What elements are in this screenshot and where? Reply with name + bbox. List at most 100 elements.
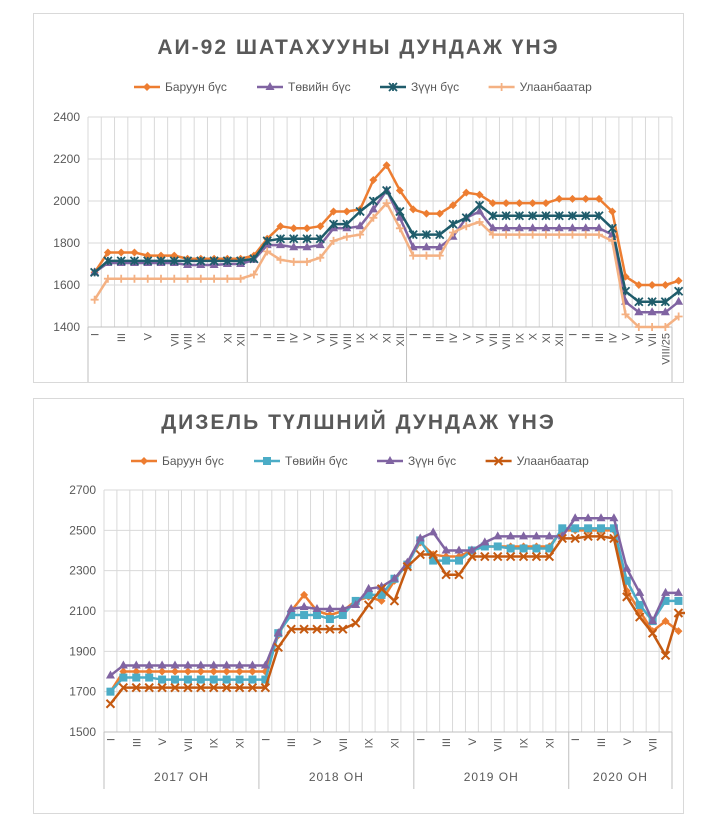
data-point <box>584 524 593 533</box>
data-point <box>132 667 141 676</box>
series-line <box>109 535 685 705</box>
data-point <box>196 274 205 283</box>
data-point <box>581 194 590 203</box>
data-point <box>156 256 166 266</box>
data-point <box>249 254 259 264</box>
data-point <box>131 682 141 693</box>
data-point <box>467 545 477 554</box>
data-point <box>541 211 551 221</box>
x-tick-label: VI <box>634 333 646 343</box>
data-point <box>555 194 564 203</box>
data-point <box>519 531 529 540</box>
x-tick-label: III <box>286 738 298 747</box>
x-tick-label: IV <box>448 332 460 343</box>
data-point <box>395 186 404 195</box>
x-group-label: 2020 ОН <box>593 770 648 784</box>
legend: Баруун бүс Төвийн бүс Зүүн бүс Улаанбаатар <box>134 80 592 94</box>
data-point <box>273 642 283 653</box>
data-point <box>90 295 99 304</box>
x-tick-label: VII <box>488 333 500 346</box>
data-point <box>260 660 270 669</box>
legend-marker <box>143 83 151 91</box>
data-point <box>261 667 270 676</box>
x-tick-label: VII <box>169 333 181 346</box>
data-point <box>382 199 391 208</box>
data-point <box>519 544 528 553</box>
data-point <box>634 297 644 307</box>
x-tick-label: VII <box>183 738 195 751</box>
data-point <box>607 223 617 233</box>
data-point <box>475 190 484 199</box>
y-tick-label: 2700 <box>69 483 96 497</box>
x-tick-label: V <box>467 737 479 745</box>
y-tick-label: 2000 <box>53 194 80 208</box>
data-point <box>302 234 312 244</box>
data-point <box>647 307 657 316</box>
data-point <box>223 274 232 283</box>
x-tick-label: VII <box>647 333 659 346</box>
legend-marker <box>388 82 398 92</box>
data-point <box>541 230 550 239</box>
data-point <box>634 323 643 331</box>
data-point <box>515 199 524 208</box>
data-point <box>532 544 541 553</box>
data-point <box>596 513 606 522</box>
series-line <box>93 164 680 287</box>
data-point <box>501 223 511 232</box>
y-tick-label: 2400 <box>53 110 80 124</box>
data-point <box>235 660 245 669</box>
x-tick-label: II <box>421 333 433 339</box>
data-point <box>342 219 352 229</box>
series-group <box>105 531 685 709</box>
data-point <box>145 673 154 682</box>
data-point <box>554 211 564 221</box>
data-point <box>105 699 116 709</box>
data-point <box>435 242 445 251</box>
data-point <box>303 257 311 266</box>
data-point <box>210 274 219 283</box>
data-point <box>609 524 618 533</box>
x-tick-label: IX <box>364 737 376 748</box>
data-point <box>312 624 322 634</box>
data-point <box>222 256 233 266</box>
x-tick-label: V <box>157 737 169 745</box>
data-point <box>609 533 619 544</box>
data-point <box>567 223 577 232</box>
data-point <box>143 256 153 266</box>
x-tick-label: VI <box>315 333 327 343</box>
data-point <box>196 667 205 676</box>
data-point <box>554 223 564 232</box>
data-point <box>531 551 542 562</box>
data-point <box>338 624 348 634</box>
data-point <box>515 230 524 239</box>
ai92-chart-panel: АИ-92 ШАТАХУУНЫ ДУНДАЖ ҮНЭ 1400 1600 1800 2… <box>33 13 684 383</box>
data-point <box>119 667 128 676</box>
data-point <box>312 603 322 612</box>
legend-label: Баруун бүс <box>162 454 224 468</box>
data-point <box>247 660 257 669</box>
x-tick-label: V <box>461 332 473 340</box>
data-point <box>276 255 285 264</box>
data-point <box>660 297 671 307</box>
x-tick-label: III <box>435 333 447 342</box>
data-point <box>170 682 180 693</box>
data-point <box>506 544 515 553</box>
x-tick-label: I <box>105 738 117 741</box>
data-point <box>303 224 311 233</box>
data-point <box>377 596 386 605</box>
data-point <box>144 660 154 669</box>
data-point <box>661 596 670 605</box>
data-point <box>171 667 179 676</box>
data-point <box>131 660 141 669</box>
chart-title: ДИЗЕЛЬ ТҮЛШНИЙ ДУНДАЖ ҮНЭ <box>161 411 556 434</box>
legend: Баруун бүс Төвийн бүс Зүүн бүс Улаанбаатар <box>131 454 589 468</box>
data-point <box>454 545 464 554</box>
data-point <box>493 542 502 551</box>
data-point <box>488 223 498 232</box>
data-point <box>488 211 498 221</box>
data-point <box>325 615 334 624</box>
data-point <box>248 675 257 684</box>
data-point <box>118 660 128 669</box>
data-point <box>673 608 684 618</box>
x-tick-label: III <box>131 738 143 747</box>
